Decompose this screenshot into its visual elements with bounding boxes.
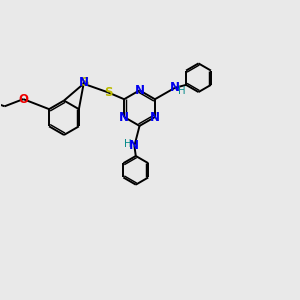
Text: N: N [79, 76, 89, 89]
Text: O: O [18, 93, 28, 106]
Text: N: N [119, 110, 129, 124]
Text: N: N [150, 110, 160, 124]
Text: S: S [104, 86, 112, 99]
Text: S: S [80, 76, 89, 89]
Text: N: N [134, 84, 145, 97]
Text: H: H [124, 139, 132, 148]
Text: N: N [170, 81, 180, 94]
Text: N: N [129, 140, 140, 152]
Text: H: H [178, 86, 185, 96]
